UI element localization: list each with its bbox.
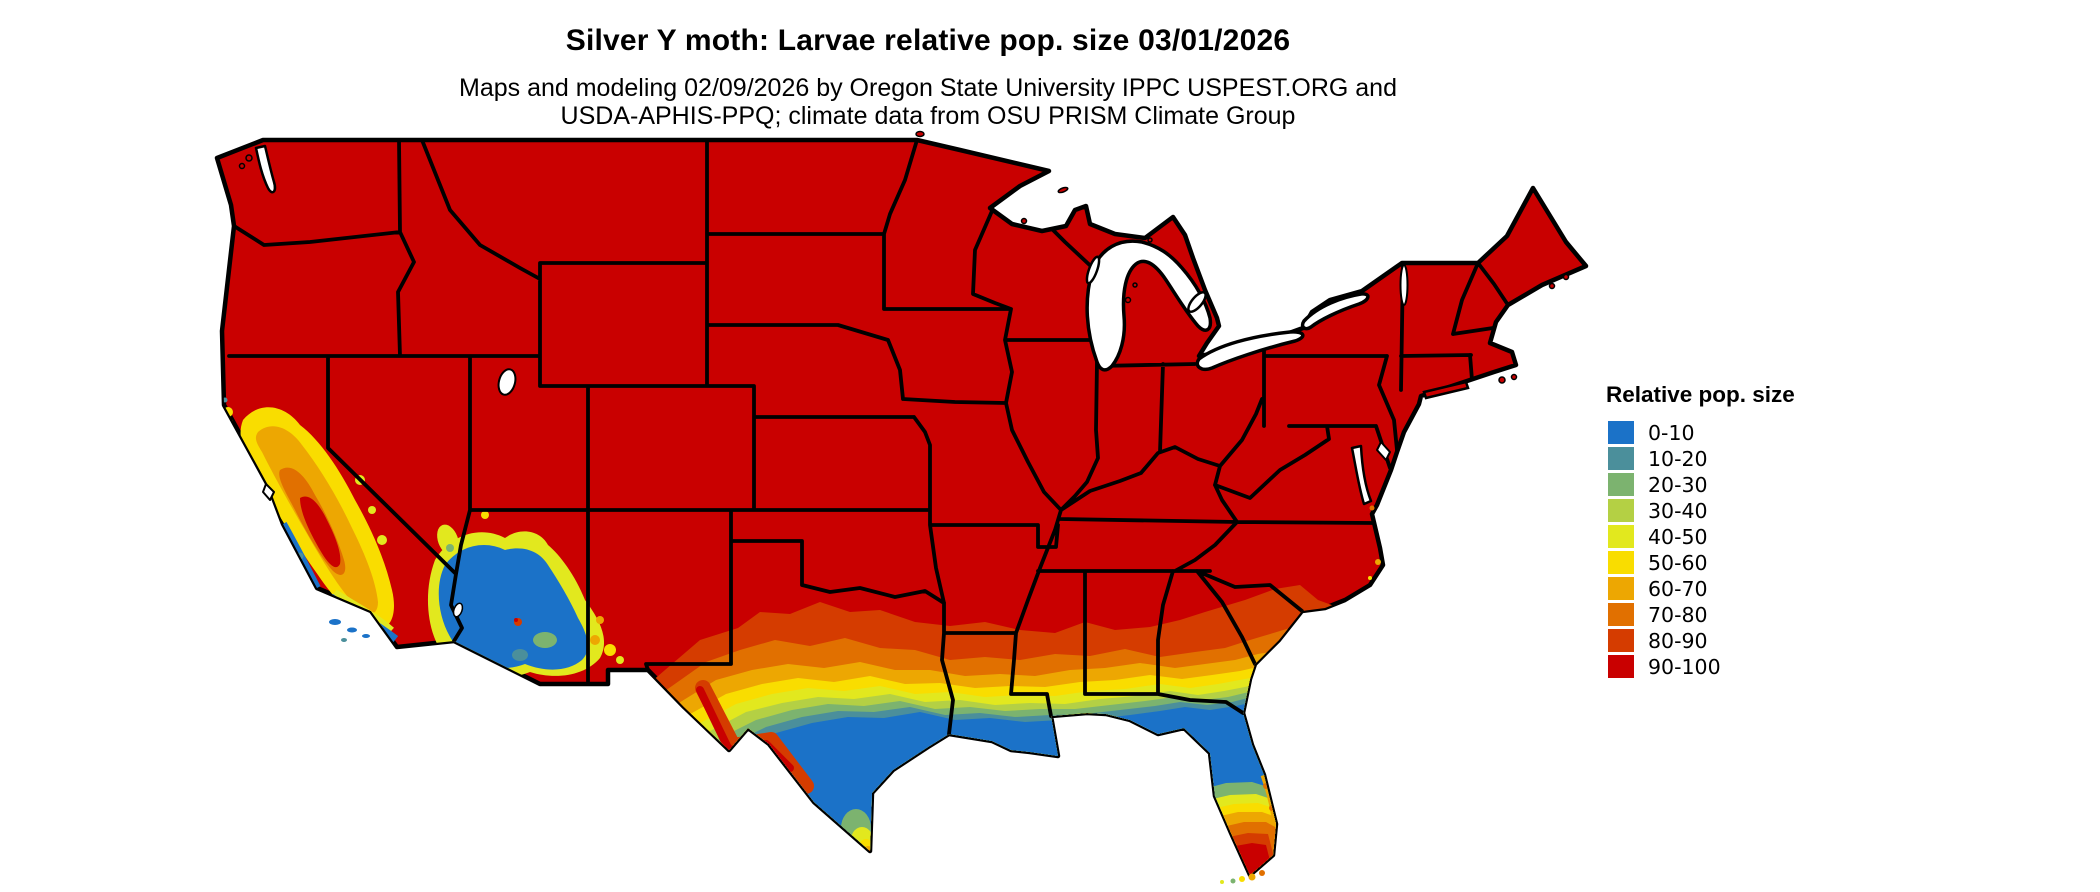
green-bay [1085,255,1101,285]
legend-item: 60-70 [1608,576,1841,601]
legend-label: 60-70 [1648,576,1708,601]
lake-champlain [1399,264,1409,306]
map-subtitle-line2: USDA-APHIS-PPQ; climate data from OSU PR… [560,102,1296,130]
legend-item: 10-20 [1608,446,1841,471]
lake-erie [1195,330,1305,372]
map-legend: Relative pop. size 0-10 10-20 20-30 30-4… [1601,382,1841,681]
legend-label: 50-60 [1648,550,1708,575]
puget-sound [254,144,277,194]
islands [238,130,1570,400]
legend-swatch [1608,577,1634,600]
legend-swatch [1608,447,1634,470]
map-subtitle-line1: Maps and modeling 02/09/2026 by Oregon S… [459,74,1397,102]
legend-item: 70-80 [1608,602,1841,627]
legend-swatch [1608,525,1634,548]
legend-label: 90-100 [1648,654,1721,679]
legend-item: 50-60 [1608,550,1841,575]
salton-sea [452,602,464,618]
legend-label: 70-80 [1648,602,1708,627]
legend-item: 0-10 [1608,420,1841,445]
state-borders [227,140,1510,736]
great-salt-lake [497,368,517,396]
saginaw-bay [1187,291,1207,313]
legend-swatch [1608,421,1634,444]
lakes [254,144,1409,618]
legend-item: 90-100 [1608,654,1841,679]
conus-outline [214,137,1589,878]
florida-keys [1220,870,1265,884]
lake-michigan-huron [1085,239,1213,372]
legend-label: 10-20 [1648,446,1708,471]
map-title: Silver Y moth: Larvae relative pop. size… [565,24,1291,57]
legend-label: 80-90 [1648,628,1708,653]
legend-item: 40-50 [1608,524,1841,549]
legend-swatch [1608,603,1634,626]
chesapeake-bay [1350,444,1373,506]
legend-label: 0-10 [1648,420,1695,445]
florida-gradient [1190,773,1300,875]
legend-item: 30-40 [1608,498,1841,523]
legend-swatch [1608,499,1634,522]
legend-item: 80-90 [1608,628,1841,653]
legend-swatch [1608,551,1634,574]
title-block: Silver Y moth: Larvae relative pop. size… [0,24,1856,130]
legend-item: 20-30 [1608,472,1841,497]
map-subtitle: Maps and modeling 02/09/2026 by Oregon S… [0,74,1856,130]
legend-swatch [1608,629,1634,652]
southwest-desert [427,511,624,679]
legend-swatch [1608,473,1634,496]
san-francisco-bay [262,483,275,501]
legend-title: Relative pop. size [1606,382,1795,407]
lake-ontario [1300,292,1370,331]
legend-label: 40-50 [1648,524,1708,549]
legend-label: 20-30 [1648,472,1708,497]
legend-swatch [1608,655,1634,678]
long-island [1422,380,1470,400]
delaware-bay [1376,441,1391,461]
legend-label: 30-40 [1648,498,1708,523]
channel-islands [329,619,370,642]
